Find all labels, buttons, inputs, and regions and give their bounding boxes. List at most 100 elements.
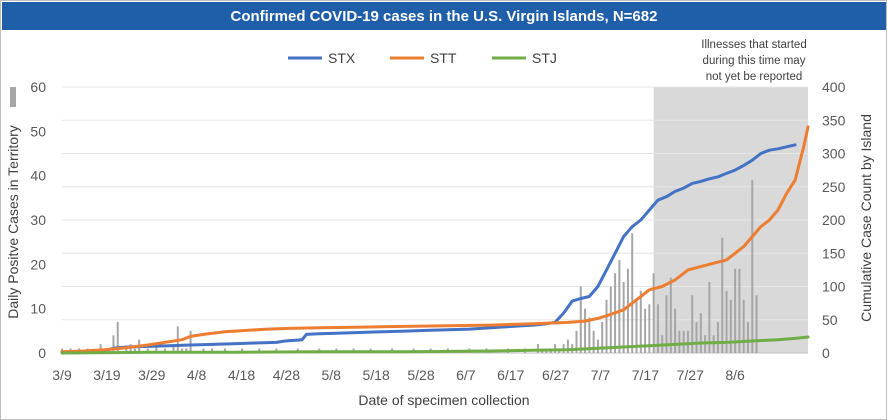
annotation-line-1: Illnesses that started: [701, 39, 806, 51]
x-tick-label: 5/8: [322, 367, 342, 383]
x-tick-label: 3/29: [138, 367, 165, 383]
daily-bar: [618, 259, 621, 353]
daily-bar: [223, 348, 226, 353]
x-tick-label: 6/7: [456, 367, 476, 383]
daily-bar: [605, 299, 608, 353]
right-tick-label: 200: [822, 212, 846, 228]
daily-bar: [626, 268, 629, 353]
daily-bar: [721, 237, 724, 353]
left-axis-title: Daily Positve Cases in Territory: [5, 125, 21, 318]
legend: STX STT STJ: [288, 50, 557, 66]
daily-bar: [536, 344, 539, 353]
daily-bar: [155, 344, 158, 353]
daily-bar: [163, 348, 166, 353]
daily-bar: [566, 339, 569, 353]
daily-bar: [742, 299, 745, 353]
daily-bar: [755, 295, 758, 353]
daily-bar: [734, 268, 737, 353]
left-tick-label: 20: [30, 256, 46, 272]
daily-bar: [592, 330, 595, 353]
axis-ticks: 0 10 20 30 40 50 60 0 50 100 150 200 250 300 350 400 3/9…: [30, 79, 845, 383]
daily-bar: [202, 348, 205, 353]
left-tick-label: 40: [30, 168, 46, 184]
daily-bar: [708, 282, 711, 353]
daily-bar: [181, 348, 184, 353]
daily-bar: [648, 304, 651, 353]
x-tick-label: 4/8: [187, 367, 207, 383]
left-tick-label: 30: [30, 212, 46, 228]
daily-bar: [725, 290, 728, 353]
x-tick-label: 8/6: [725, 367, 745, 383]
x-tick-label: 3/19: [93, 367, 120, 383]
right-axis-title: Cumulative Case Count by Island: [858, 114, 874, 322]
daily-bar: [575, 330, 578, 353]
daily-bar: [116, 321, 119, 353]
daily-bar: [652, 273, 655, 353]
daily-bar: [738, 268, 741, 353]
daily-bar: [622, 282, 625, 353]
daily-bar: [716, 321, 719, 353]
legend-label-stt: STT: [430, 50, 457, 66]
legend-label-stx: STX: [328, 50, 356, 66]
chart-title: Confirmed COVID-19 cases in the U.S. Vir…: [2, 2, 886, 30]
cumulative-lines: [60, 125, 810, 355]
daily-bar: [185, 348, 188, 353]
x-tick-label: 4/28: [273, 367, 300, 383]
series-line-stx: [60, 143, 797, 354]
daily-bar: [729, 299, 732, 353]
daily-bar: [691, 295, 694, 353]
x-tick-label: 3/9: [52, 367, 72, 383]
daily-bar: [588, 317, 591, 353]
x-axis-title: Date of specimen collection: [358, 392, 529, 408]
daily-bar: [656, 304, 659, 353]
x-tick-label: 7/27: [677, 367, 704, 383]
right-tick-label: 0: [822, 345, 830, 361]
x-tick-label: 4/18: [228, 367, 255, 383]
series-line-stt: [60, 125, 810, 354]
annotation-line-3: not yet be reported: [706, 71, 803, 83]
left-tick-label: 0: [38, 345, 46, 361]
daily-bar: [146, 348, 149, 353]
daily-bar: [112, 335, 115, 353]
right-tick-label: 350: [822, 112, 846, 128]
right-tick-label: 300: [822, 146, 846, 162]
daily-bar: [669, 277, 672, 353]
right-tick-label: 150: [822, 245, 846, 261]
x-tick-label: 5/18: [362, 367, 389, 383]
daily-bar: [682, 330, 685, 353]
right-tick-label: 400: [822, 79, 846, 95]
left-tick-label: 60: [30, 79, 46, 95]
daily-bar: [609, 286, 612, 353]
x-tick-label: 6/27: [542, 367, 569, 383]
left-tick-label: 10: [30, 301, 46, 317]
daily-bar: [746, 321, 749, 353]
daily-bar: [674, 308, 677, 353]
x-tick-label: 7/7: [591, 367, 611, 383]
daily-bar: [665, 295, 668, 353]
daily-bar: [635, 299, 638, 353]
daily-bar: [678, 330, 681, 353]
right-tick-label: 100: [822, 279, 846, 295]
x-tick-label: 6/17: [497, 367, 524, 383]
daily-bar: [751, 180, 754, 353]
daily-bar: [686, 330, 689, 353]
daily-bar: [631, 233, 634, 353]
daily-bar: [596, 339, 599, 353]
annotation-note: Illnesses that started during this time …: [701, 39, 806, 83]
daily-bar: [133, 348, 136, 353]
daily-bar: [579, 286, 582, 353]
daily-bar: [172, 344, 175, 353]
legend-label-stj: STJ: [532, 50, 557, 66]
left-axis-bar-marker: [10, 87, 16, 107]
daily-bar: [189, 330, 192, 353]
right-tick-label: 50: [822, 312, 838, 328]
x-tick-label: 5/28: [407, 367, 434, 383]
daily-bar: [695, 321, 698, 353]
daily-bar: [125, 348, 128, 353]
daily-bar: [644, 308, 647, 353]
left-tick-label: 50: [30, 123, 46, 139]
x-tick-label: 7/17: [632, 367, 659, 383]
daily-bar: [211, 348, 214, 353]
daily-bar: [639, 290, 642, 353]
